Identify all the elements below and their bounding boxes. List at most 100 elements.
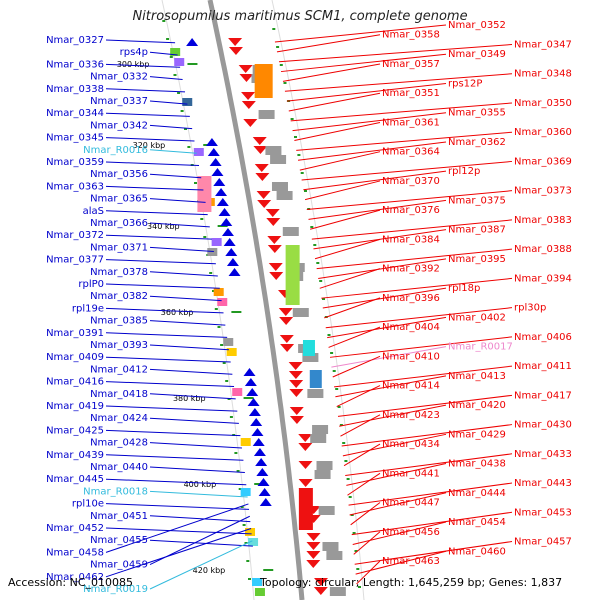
reverse-gene-arrow [250, 418, 263, 426]
gene-label-right: Nmar_0351 [382, 88, 440, 99]
forward-gene-arrow [314, 578, 329, 586]
label-leader [105, 478, 247, 486]
forward-gene-arrow [280, 344, 295, 352]
forward-gene-arrow [269, 272, 284, 280]
gene-label-left: Nmar_0440 [90, 462, 148, 473]
label-leader [354, 541, 513, 565]
forward-gene-arrow [289, 407, 304, 415]
gene-label-left: rplP0 [78, 279, 104, 290]
reverse-gene-arrow [256, 468, 269, 476]
label-leader [105, 307, 224, 314]
gc-dot [220, 344, 224, 346]
label-leader [325, 307, 513, 329]
tick-label: 360 kbp [161, 308, 194, 317]
label-leader [284, 73, 513, 92]
label-leader [301, 160, 513, 181]
gc-dot [358, 586, 361, 588]
gc-dot [209, 272, 213, 274]
gc-dot [354, 550, 358, 552]
gene-label-right: Nmar_0375 [448, 195, 506, 206]
forward-gene-arrow [241, 92, 256, 100]
reverse-gene-block [245, 528, 256, 536]
reverse-gene-arrow [228, 268, 241, 276]
gene-label-left: Nmar_0416 [46, 377, 104, 388]
label-leader [149, 295, 222, 302]
gc-dot [348, 496, 352, 498]
label-leader [149, 368, 233, 375]
label-leader [105, 63, 181, 68]
gc-dot [290, 118, 294, 120]
tick-label: 380 kbp [173, 394, 206, 403]
forward-gene-block [282, 227, 299, 236]
gene-label-left: Nmar_0409 [46, 352, 104, 363]
gene-label-right: Nmar_0414 [382, 381, 440, 392]
gc-dot [356, 568, 360, 570]
label-leader [149, 124, 193, 130]
forward-gene-arrow [255, 173, 270, 181]
label-leader [149, 246, 214, 252]
label-leader [149, 51, 178, 56]
label-leader [149, 76, 183, 81]
label-leader [327, 316, 447, 339]
gc-dot [173, 74, 177, 76]
label-leader [105, 39, 176, 44]
label-leader [149, 515, 251, 523]
reverse-gene-arrow [258, 488, 271, 496]
forward-gene-arrow [266, 218, 281, 226]
reverse-gene-block [217, 298, 228, 306]
forward-gene-arrow [267, 236, 282, 244]
gene-label-left: alaS [83, 206, 104, 217]
gene-label-left: Nmar_0439 [46, 450, 104, 461]
forward-gene-arrow [239, 74, 254, 82]
label-leader [105, 88, 186, 93]
gene-label-right: Nmar_0352 [448, 20, 506, 31]
label-leader [288, 92, 381, 112]
label-leader [352, 521, 447, 546]
forward-gene-block [312, 425, 329, 434]
gene-label-right: rps12P [448, 78, 482, 89]
reverse-gene-arrow [257, 478, 270, 486]
forward-gene-arrow [289, 380, 304, 388]
reverse-gene-block [197, 176, 212, 212]
label-leader [105, 503, 249, 553]
label-leader [319, 268, 381, 289]
reverse-gene-arrow [248, 408, 261, 416]
label-leader [105, 234, 212, 240]
gene-label-left: Nmar_0459 [90, 560, 148, 571]
reverse-gene-arrow [218, 208, 231, 216]
gene-label-right: Nmar_0361 [382, 117, 440, 128]
label-leader [290, 102, 513, 122]
forward-gene-block [292, 308, 309, 317]
reverse-gene-arrow [207, 148, 220, 156]
topology-label: Topology: circular; Length: 1,645,259 bp… [260, 576, 563, 589]
forward-gene-arrow [289, 389, 304, 397]
forward-gene-arrow [243, 119, 258, 127]
label-leader [337, 394, 513, 417]
gene-label-right: Nmar_0376 [382, 205, 440, 216]
gc-dot [229, 416, 233, 418]
gene-label-left: Nmar_0365 [90, 194, 148, 205]
forward-gene-arrow [257, 200, 272, 208]
gc-dot [342, 442, 346, 444]
gene-label-left: Nmar_0418 [90, 389, 148, 400]
gene-label-right: Nmar_0370 [382, 176, 440, 187]
tick-label: 340 kbp [147, 222, 180, 231]
gc-dot [180, 110, 184, 112]
gc-dot [169, 56, 173, 58]
gc-dot [350, 514, 354, 516]
reverse-gene-block [240, 488, 251, 496]
label-leader [105, 429, 241, 437]
forward-gene-block [322, 542, 339, 551]
label-leader [276, 34, 381, 53]
gc-dot [212, 290, 215, 292]
forward-gene-block [310, 434, 327, 443]
gene-label-right: Nmar_0383 [514, 215, 572, 226]
forward-gene-arrow [267, 245, 282, 253]
gc-dot [187, 146, 191, 148]
gc-dot [327, 334, 331, 336]
label-leader [280, 53, 447, 73]
label-leader [324, 297, 381, 319]
label-leader [149, 271, 218, 277]
label-leader [105, 112, 190, 117]
gene-label-right: Nmar_0433 [514, 449, 572, 460]
